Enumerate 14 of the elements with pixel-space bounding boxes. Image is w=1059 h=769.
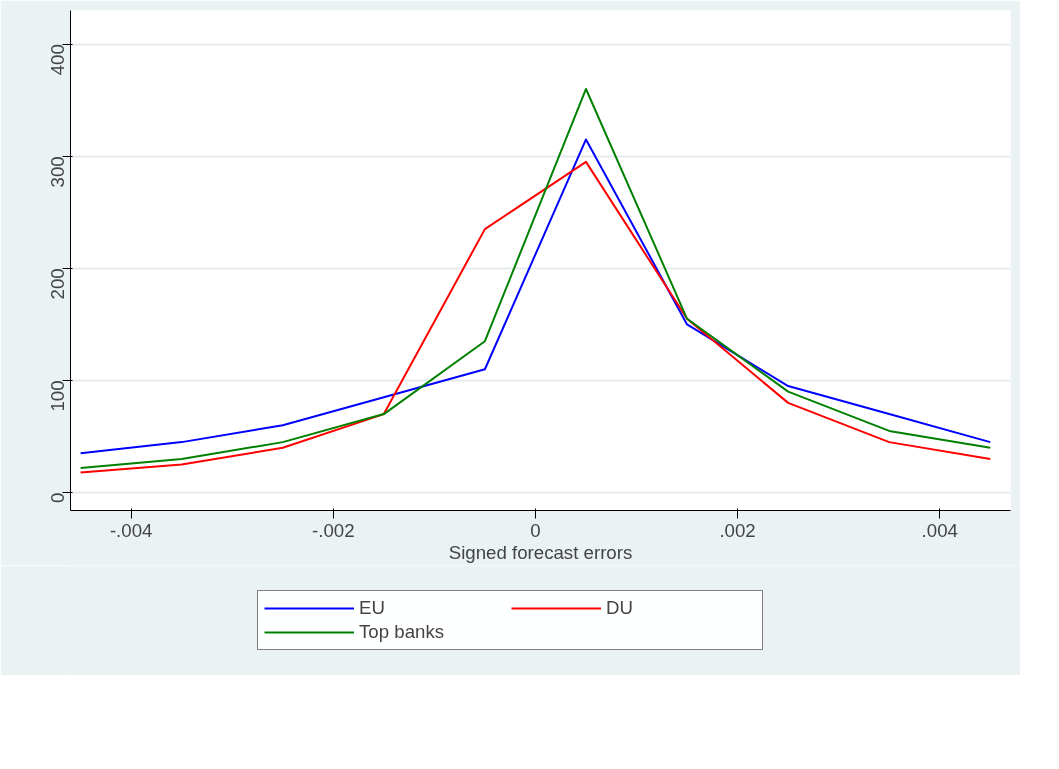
y-tick-label: 400 [47, 44, 68, 76]
y-tick-label: 100 [47, 380, 68, 412]
y-tick-label: 0 [47, 492, 68, 503]
x-tick-label: -.004 [109, 519, 153, 541]
legend-label: DU [606, 597, 634, 619]
x-tick-label: .004 [921, 519, 958, 541]
x-tick-label: 0 [530, 519, 541, 541]
legend-label: EU [359, 597, 386, 619]
legend-label: Top banks [359, 621, 446, 643]
x-tick-label: -.002 [312, 519, 355, 541]
x-tick-label: .002 [719, 519, 756, 541]
y-tick-label: 300 [47, 156, 68, 188]
y-tick-label: 200 [47, 268, 68, 300]
x-axis-title: Signed forecast errors [448, 541, 633, 563]
